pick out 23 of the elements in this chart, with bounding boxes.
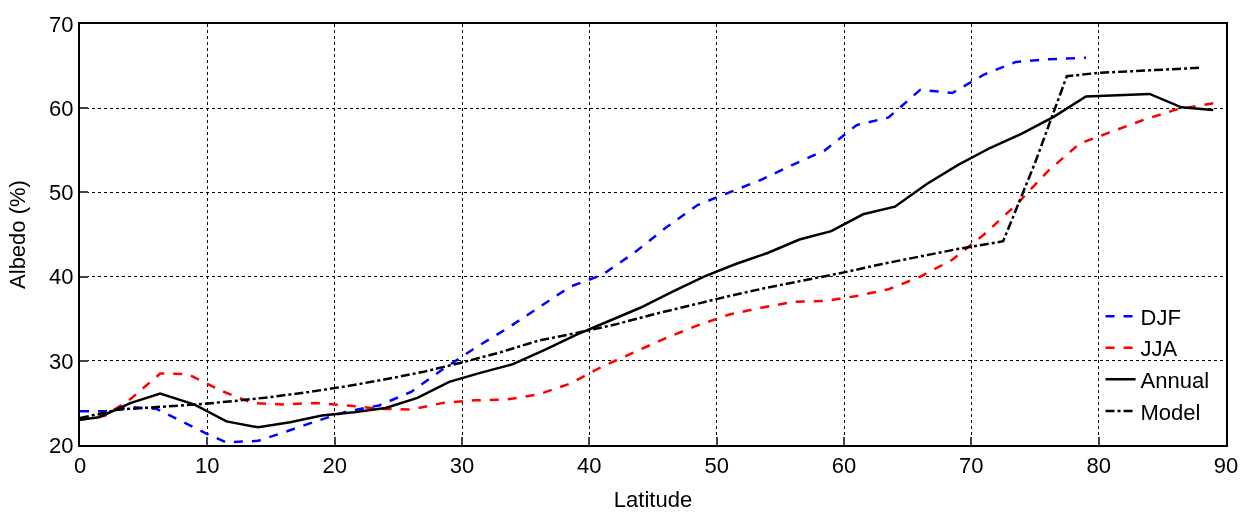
x-tick-label: 80: [1086, 453, 1111, 479]
x-tick-label: 70: [959, 453, 984, 479]
x-tick-label: 20: [322, 453, 347, 479]
x-axis-title: Latitude: [613, 487, 693, 512]
y-tick-label: 30: [49, 348, 74, 374]
legend-label: JJA: [1140, 336, 1178, 362]
x-tick-label: 90: [1213, 453, 1239, 479]
x-tick-label: 0: [73, 453, 87, 479]
x-tick-label: 60: [831, 453, 857, 479]
y-tick-label: 50: [49, 180, 74, 206]
x-tick-label: 30: [449, 453, 475, 479]
y-tick-label: 60: [49, 95, 74, 121]
x-tick-label: 50: [704, 453, 729, 479]
line-series: [80, 56, 1088, 444]
legend-label: DJF: [1140, 304, 1181, 330]
x-tick-label: 40: [577, 453, 602, 479]
legend-label: Annual: [1140, 367, 1210, 393]
legend-label: Model: [1140, 399, 1201, 425]
y-tick-label: 70: [49, 11, 74, 37]
y-axis-title: Albedo (%): [5, 180, 30, 289]
y-tick-label: 40: [49, 264, 74, 290]
x-tick-label: 10: [195, 453, 220, 479]
y-tick-label: 20: [49, 432, 74, 458]
